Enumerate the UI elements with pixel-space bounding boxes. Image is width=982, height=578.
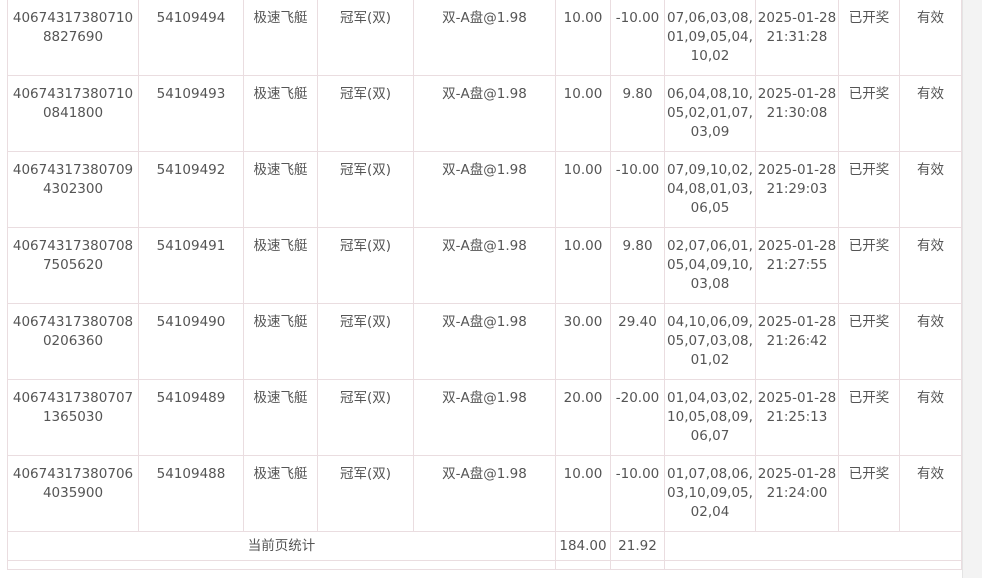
- cell-order-no: 406743173807080206360: [7, 303, 139, 380]
- cell-result: 02,07,06,01,05,04,09,10,03,08: [664, 227, 756, 304]
- cell-content: 双-A盘@1.98: [413, 303, 556, 380]
- cell-play: 冠军(双): [317, 455, 414, 532]
- cell-status: 已开奖: [838, 379, 900, 456]
- cell-result: 06,04,08,10,05,02,01,07,03,09: [664, 75, 756, 152]
- cell-order-no: 406743173807108827690: [7, 0, 139, 76]
- cell-status: 已开奖: [838, 0, 900, 76]
- cell-game: 极速飞艇: [243, 455, 318, 532]
- cell-time: 2025-01-28 21:29:03: [755, 151, 839, 228]
- table-row: 406743173807087505620 54109491 极速飞艇 冠军(双) 双-…: [7, 227, 962, 304]
- table-body: 406743173807108827690 54109494 极速飞艇 冠军(双) 双-…: [7, 0, 962, 532]
- cell-play: 冠军(双): [317, 151, 414, 228]
- cell-validity: 有效: [899, 75, 962, 152]
- cell-validity: 有效: [899, 455, 962, 532]
- cell-content: 双-A盘@1.98: [413, 0, 556, 76]
- cell-validity: 有效: [899, 151, 962, 228]
- cell-content: 双-A盘@1.98: [413, 75, 556, 152]
- cell-amount: 30.00: [555, 303, 611, 380]
- cell-issue: 54109491: [138, 227, 244, 304]
- cell-result: 04,10,06,09,05,07,03,08,01,02: [664, 303, 756, 380]
- cell-result: 07,06,03,08,01,09,05,04,10,02: [664, 0, 756, 76]
- cell-amount: 10.00: [555, 227, 611, 304]
- cell-game: 极速飞艇: [243, 303, 318, 380]
- cell-order-no: 406743173807071365030: [7, 379, 139, 456]
- cell-game: 极速飞艇: [243, 75, 318, 152]
- table-row: 406743173807064035900 54109488 极速飞艇 冠军(双) 双-…: [7, 455, 962, 532]
- cell-game: 极速飞艇: [243, 379, 318, 456]
- cell-game: 极速飞艇: [243, 227, 318, 304]
- summary-amount: 184.00: [555, 531, 611, 561]
- cell-issue: 54109489: [138, 379, 244, 456]
- summary-profit: 21.92: [610, 531, 665, 561]
- cell-play: 冠军(双): [317, 75, 414, 152]
- cell-amount: 10.00: [555, 0, 611, 76]
- cell-game: 极速飞艇: [243, 0, 318, 76]
- table-row: 406743173807108827690 54109494 极速飞艇 冠军(双) 双-…: [7, 0, 962, 76]
- scrollbar-thumb[interactable]: [968, 0, 978, 578]
- page-summary-row: 当前页统计 184.00 21.92: [7, 531, 962, 561]
- cell-issue: 54109490: [138, 303, 244, 380]
- table-footer-row: [7, 560, 962, 570]
- cell-amount: 10.00: [555, 75, 611, 152]
- cell-status: 已开奖: [838, 227, 900, 304]
- cell-order-no: 406743173807087505620: [7, 227, 139, 304]
- table-row: 406743173807100841800 54109493 极速飞艇 冠军(双) 双-…: [7, 75, 962, 152]
- table-row: 406743173807071365030 54109489 极速飞艇 冠军(双) 双-…: [7, 379, 962, 456]
- cell-status: 已开奖: [838, 455, 900, 532]
- bets-table: 406743173807108827690 54109494 极速飞艇 冠军(双) 双-…: [7, 0, 962, 570]
- cell-result: 01,04,03,02,10,05,08,09,06,07: [664, 379, 756, 456]
- cell-order-no: 406743173807100841800: [7, 75, 139, 152]
- cell-profit: -20.00: [610, 379, 665, 456]
- cell-issue: 54109493: [138, 75, 244, 152]
- cell-validity: 有效: [899, 227, 962, 304]
- cell-content: 双-A盘@1.98: [413, 151, 556, 228]
- cell-play: 冠军(双): [317, 379, 414, 456]
- cell-validity: 有效: [899, 0, 962, 76]
- cell-profit: -10.00: [610, 455, 665, 532]
- cell-validity: 有效: [899, 303, 962, 380]
- cell-order-no: 406743173807094302300: [7, 151, 139, 228]
- cell-result: 07,09,10,02,04,08,01,03,06,05: [664, 151, 756, 228]
- cell-profit: -10.00: [610, 0, 665, 76]
- cell-amount: 10.00: [555, 151, 611, 228]
- cell-profit: 29.40: [610, 303, 665, 380]
- cell-result: 01,07,08,06,03,10,09,05,02,04: [664, 455, 756, 532]
- cell-amount: 10.00: [555, 455, 611, 532]
- cell-issue: 54109492: [138, 151, 244, 228]
- cell-status: 已开奖: [838, 151, 900, 228]
- cell-time: 2025-01-28 21:27:55: [755, 227, 839, 304]
- cell-issue: 54109494: [138, 0, 244, 76]
- cell-profit: -10.00: [610, 151, 665, 228]
- cell-amount: 20.00: [555, 379, 611, 456]
- table-row: 406743173807094302300 54109492 极速飞艇 冠军(双) 双-…: [7, 151, 962, 228]
- cell-status: 已开奖: [838, 303, 900, 380]
- cell-play: 冠军(双): [317, 0, 414, 76]
- cell-time: 2025-01-28 21:31:28: [755, 0, 839, 76]
- cell-play: 冠军(双): [317, 227, 414, 304]
- cell-play: 冠军(双): [317, 303, 414, 380]
- cell-status: 已开奖: [838, 75, 900, 152]
- cell-time: 2025-01-28 21:25:13: [755, 379, 839, 456]
- vertical-scrollbar[interactable]: [962, 0, 982, 578]
- cell-content: 双-A盘@1.98: [413, 455, 556, 532]
- cell-content: 双-A盘@1.98: [413, 227, 556, 304]
- bets-table-container: 406743173807108827690 54109494 极速飞艇 冠军(双) 双-…: [7, 0, 962, 570]
- cell-profit: 9.80: [610, 75, 665, 152]
- cell-content: 双-A盘@1.98: [413, 379, 556, 456]
- summary-label: 当前页统计: [7, 531, 556, 561]
- cell-order-no: 406743173807064035900: [7, 455, 139, 532]
- summary-empty: [664, 531, 962, 561]
- cell-profit: 9.80: [610, 227, 665, 304]
- cell-time: 2025-01-28 21:30:08: [755, 75, 839, 152]
- table-row: 406743173807080206360 54109490 极速飞艇 冠军(双) 双-…: [7, 303, 962, 380]
- cell-validity: 有效: [899, 379, 962, 456]
- cell-time: 2025-01-28 21:26:42: [755, 303, 839, 380]
- cell-time: 2025-01-28 21:24:00: [755, 455, 839, 532]
- cell-issue: 54109488: [138, 455, 244, 532]
- cell-game: 极速飞艇: [243, 151, 318, 228]
